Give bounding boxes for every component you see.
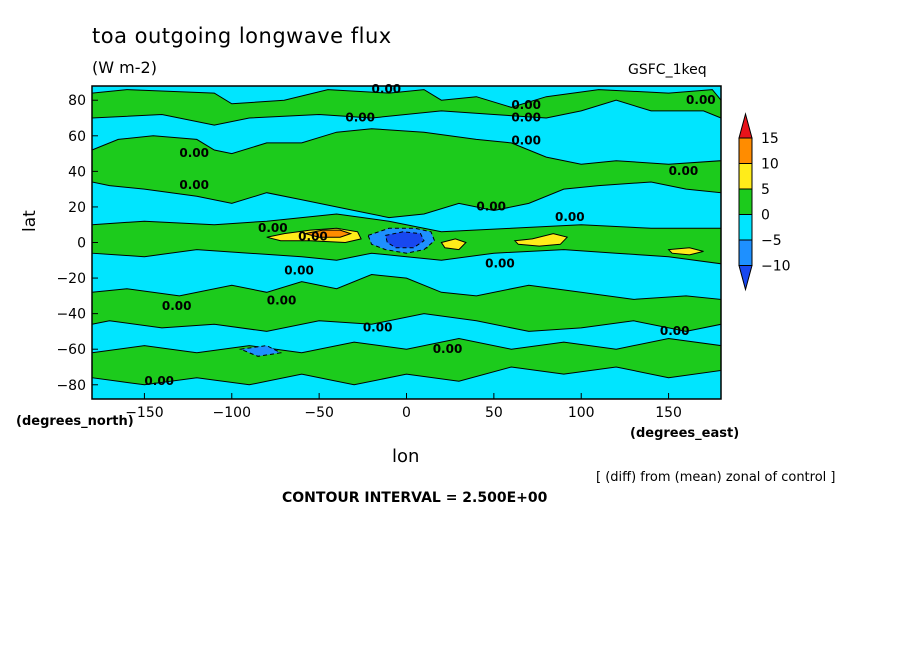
contour-label-17: 0.00 xyxy=(363,320,393,334)
colorbar-segment-4 xyxy=(738,214,753,241)
x-tick-label-6: 150 xyxy=(655,405,682,421)
dataset-label: GSFC_1keq xyxy=(628,62,707,78)
contour-region-1 xyxy=(91,128,722,219)
y-tick-label-2: −40 xyxy=(56,307,86,323)
x-tick-label-4: 50 xyxy=(485,405,503,421)
contour-label-1: 0.00 xyxy=(511,98,541,112)
x-tick-label-2: −50 xyxy=(304,405,334,421)
colorbar-segment-5 xyxy=(738,239,753,266)
contour-region-9 xyxy=(667,247,704,256)
colorbar-segment-3 xyxy=(738,188,753,215)
contour-region-8 xyxy=(513,233,569,247)
colorbar-segment-2 xyxy=(738,163,753,190)
x-tick-label-1: −100 xyxy=(213,405,251,421)
contour-label-9: 0.00 xyxy=(476,199,506,213)
colorbar-level-3: 0 xyxy=(761,208,770,224)
colorbar-segment-1 xyxy=(738,137,753,164)
x-axis-label: lon xyxy=(392,446,420,467)
contour-label-4: 0.00 xyxy=(511,111,541,125)
colorbar-level-5: −10 xyxy=(761,259,791,275)
contour-region-6 xyxy=(305,229,353,238)
colorbar-level-1: 10 xyxy=(761,157,779,173)
contour-label-20: 0.00 xyxy=(144,374,174,388)
y-tick-label-0: −80 xyxy=(56,378,86,394)
contour-region-12 xyxy=(384,231,425,249)
colorbar-level-0: 15 xyxy=(761,131,779,147)
contour-label-16: 0.00 xyxy=(162,299,192,313)
contour-label-5: 0.00 xyxy=(179,146,209,160)
y-tick-label-7: 60 xyxy=(68,129,86,145)
contour-label-12: 0.00 xyxy=(298,230,328,244)
colorbar-bottom-arrow xyxy=(738,265,753,292)
contour-region-7 xyxy=(440,238,467,251)
contour-label-19: 0.00 xyxy=(660,324,690,338)
contour-label-15: 0.00 xyxy=(267,294,297,308)
x-axis-unit: (degrees_east) xyxy=(630,426,740,441)
colorbar-top-arrow xyxy=(738,112,753,139)
y-tick-label-4: 0 xyxy=(77,236,86,252)
units-label: (W m-2) xyxy=(92,58,157,77)
contour-label-2: 0.00 xyxy=(686,93,716,107)
contour-label-11: 0.00 xyxy=(258,221,288,235)
contour-label-10: 0.00 xyxy=(555,210,585,224)
contour-label-0: 0.00 xyxy=(372,82,402,96)
y-tick-label-5: 20 xyxy=(68,200,86,216)
colorbar-level-4: −5 xyxy=(761,233,782,249)
contour-label-8: 0.00 xyxy=(669,164,699,178)
contour-region-13 xyxy=(238,345,283,357)
contour-label-14: 0.00 xyxy=(284,264,314,278)
colorbar-level-2: 5 xyxy=(761,182,770,198)
y-tick-label-1: −60 xyxy=(56,342,86,358)
x-tick-label-5: 100 xyxy=(568,405,595,421)
diff-note: [ (diff) from (mean) zonal of control ] xyxy=(596,470,836,485)
y-axis-unit: (degrees_north) xyxy=(16,414,134,429)
contour-label-18: 0.00 xyxy=(433,342,463,356)
contour-label-3: 0.00 xyxy=(345,111,375,125)
contour-interval-label: CONTOUR INTERVAL = 2.500E+00 xyxy=(282,490,548,506)
y-tick-label-8: 80 xyxy=(68,93,86,109)
y-tick-label-3: −20 xyxy=(56,271,86,287)
contour-label-7: 0.00 xyxy=(511,134,541,148)
y-tick-label-6: 40 xyxy=(68,164,86,180)
contour-label-13: 0.00 xyxy=(485,256,515,270)
chart-title: toa outgoing longwave flux xyxy=(92,24,392,48)
x-tick-label-0: −150 xyxy=(125,405,163,421)
x-tick-label-3: 0 xyxy=(402,405,411,421)
contour-label-6: 0.00 xyxy=(179,178,209,192)
